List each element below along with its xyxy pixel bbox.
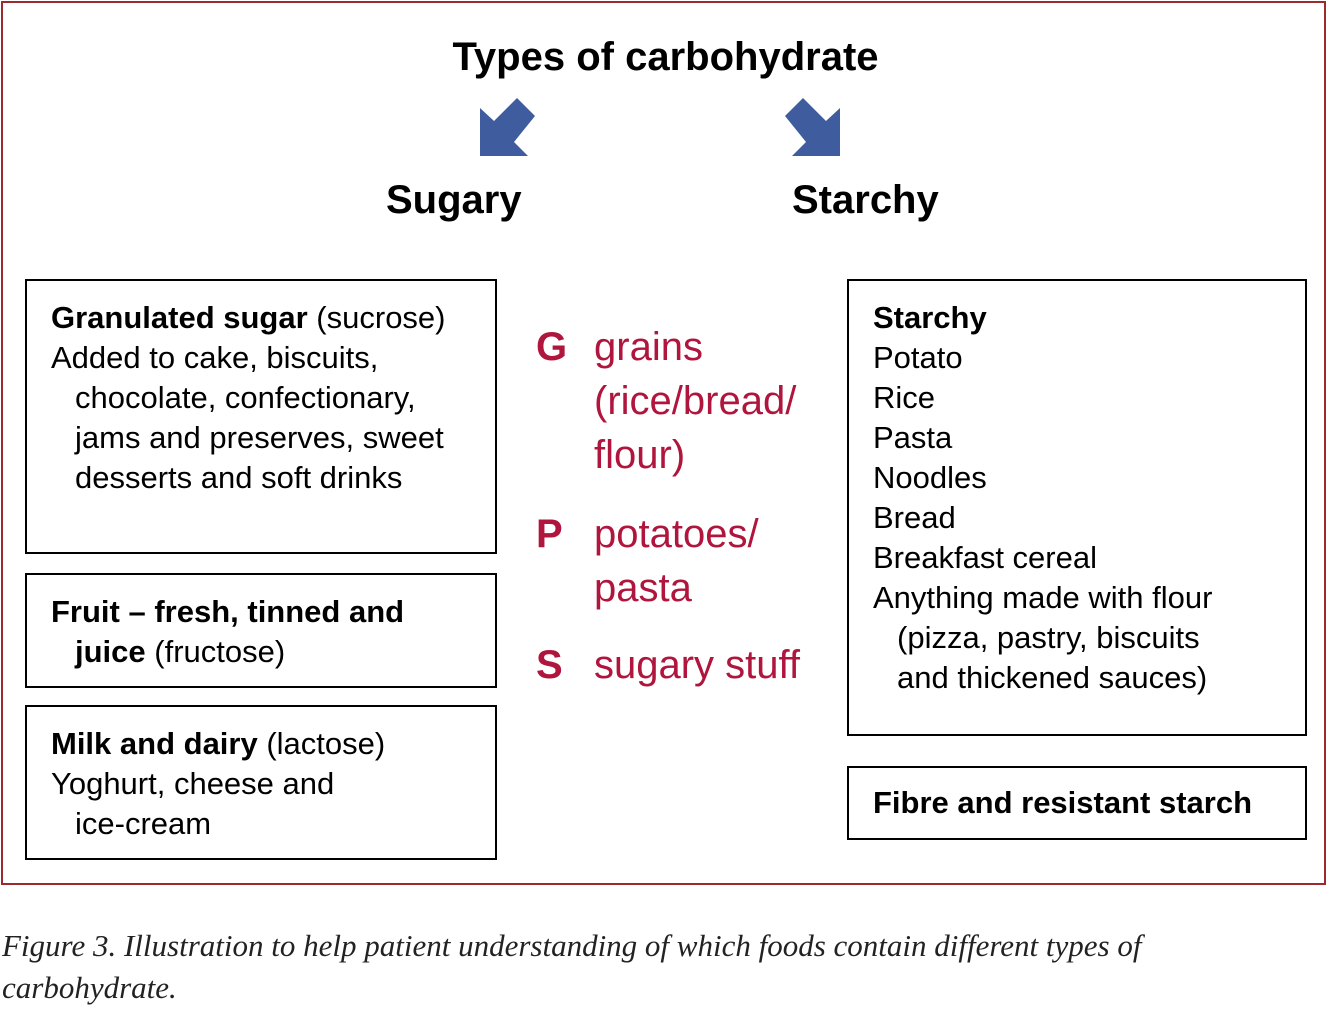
box-text-line: Anything made with flour bbox=[873, 580, 1213, 615]
box-heading: Fruit – fresh, tinned and bbox=[51, 594, 405, 629]
mnemonic-text: pasta bbox=[594, 566, 692, 610]
mnemonic-text: grains bbox=[594, 325, 703, 369]
mnemonic-s: S sugary stuff bbox=[536, 638, 836, 694]
box-text-line: Bread bbox=[873, 500, 956, 535]
box-text-line: Rice bbox=[873, 380, 936, 415]
box-text-line: Noodles bbox=[873, 460, 987, 495]
box-heading-line: Milk and dairy (lactose) bbox=[51, 724, 495, 764]
heading-starchy: Starchy bbox=[792, 178, 939, 222]
box-text-line: Potato bbox=[873, 340, 963, 375]
box-text-line: chocolate, confectionary, bbox=[75, 380, 416, 415]
box-text-line: Yoghurt, cheese and bbox=[51, 766, 335, 801]
mnemonic-letter: P bbox=[536, 512, 563, 556]
mnemonic-p: P potatoes/ pasta bbox=[536, 507, 836, 617]
mnemonic-text: (rice/bread/ bbox=[594, 379, 797, 423]
granulated-sugar-box: Granulated sugar (sucrose) Added to cake… bbox=[25, 279, 497, 554]
figure-frame bbox=[1, 1, 1326, 885]
box-heading-note: (lactose) bbox=[257, 726, 386, 761]
box-text-line: Added to cake, biscuits, bbox=[51, 340, 379, 375]
box-heading-line: Starchy bbox=[873, 298, 1305, 338]
starchy-box: Starchy Potato Rice Pasta Noodles Bread … bbox=[847, 279, 1307, 736]
box-heading-line: Fibre and resistant starch bbox=[873, 783, 1305, 823]
box-text-line: ice-cream bbox=[75, 806, 212, 841]
box-heading-note: (fructose) bbox=[145, 634, 286, 669]
mnemonic-text: sugary stuff bbox=[594, 643, 801, 687]
box-text-line: Breakfast cereal bbox=[873, 540, 1097, 575]
heading-sugary: Sugary bbox=[386, 178, 522, 222]
mnemonic-text: potatoes/ bbox=[594, 512, 759, 556]
arrow-down-left-icon bbox=[480, 98, 535, 156]
box-heading: Fibre and resistant starch bbox=[873, 785, 1253, 820]
fibre-box: Fibre and resistant starch bbox=[847, 766, 1307, 840]
box-heading: Starchy bbox=[873, 300, 987, 335]
figure-caption: Figure 3. Illustration to help patient u… bbox=[2, 928, 1142, 1005]
fruit-box: Fruit – fresh, tinned and juice (fructos… bbox=[25, 573, 497, 688]
box-text-line: and thickened sauces) bbox=[897, 660, 1208, 695]
mnemonic-letter: G bbox=[536, 325, 568, 369]
diagram-title: Types of carbohydrate bbox=[452, 35, 879, 79]
box-heading-line: Granulated sugar (sucrose) bbox=[51, 298, 495, 338]
box-heading: Granulated sugar bbox=[51, 300, 308, 335]
box-heading: Milk and dairy bbox=[51, 726, 258, 761]
box-text-line: (pizza, pastry, biscuits bbox=[897, 620, 1200, 655]
box-heading-note: (sucrose) bbox=[307, 300, 446, 335]
box-heading-line: Fruit – fresh, tinned and bbox=[51, 592, 495, 632]
milk-dairy-box: Milk and dairy (lactose) Yoghurt, cheese… bbox=[25, 705, 497, 860]
box-heading-line: juice (fructose) bbox=[51, 632, 495, 672]
box-heading-continued: juice bbox=[75, 634, 146, 669]
box-text-line: Pasta bbox=[873, 420, 953, 455]
mnemonic-text: flour) bbox=[594, 433, 686, 477]
mnemonic-letter: S bbox=[536, 643, 563, 687]
arrow-down-right-icon bbox=[785, 98, 840, 156]
box-text-line: desserts and soft drinks bbox=[75, 460, 403, 495]
box-text-line: jams and preserves, sweet bbox=[75, 420, 444, 455]
mnemonic-g: G grains (rice/bread/ flour) bbox=[536, 320, 836, 490]
